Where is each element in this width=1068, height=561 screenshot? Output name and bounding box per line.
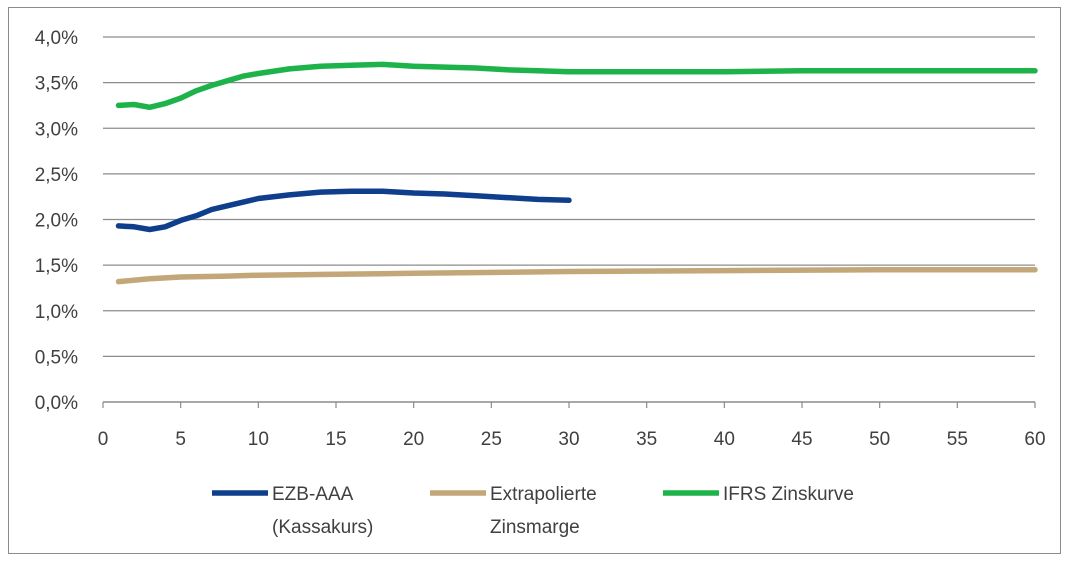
y-tick-label: 3,5% [35, 74, 78, 95]
x-tick-label: 0 [98, 429, 109, 450]
x-tick-label: 55 [947, 429, 968, 450]
legend-label-3: IFRS Zinskurve [723, 484, 854, 505]
x-tick-label: 30 [558, 429, 579, 450]
y-tick-label: 0,5% [35, 347, 78, 368]
x-tick-label: 40 [714, 429, 735, 450]
legend-label-1: (Kassakurs) [272, 517, 373, 538]
x-tick-label: 60 [1024, 429, 1045, 450]
y-tick-label: 4,0% [35, 28, 78, 49]
legend-label-2: Extrapolierte [490, 484, 597, 505]
x-tick-label: 20 [403, 429, 424, 450]
x-tick-label: 45 [791, 429, 812, 450]
series-line-2 [115, 266, 1038, 285]
y-tick-label: 1,5% [35, 256, 78, 277]
y-tick-label: 2,5% [35, 165, 78, 186]
x-tick-label: 35 [636, 429, 657, 450]
series-line-1 [115, 188, 572, 233]
y-tick-label: 3,0% [35, 119, 78, 140]
legend-label-1: EZB-AAA [272, 484, 354, 505]
x-tick-label: 10 [248, 429, 269, 450]
x-tick-label: 50 [869, 429, 890, 450]
legend-label-2: Zinsmarge [490, 517, 580, 538]
x-tick-label: 5 [175, 429, 186, 450]
y-tick-label: 2,0% [35, 211, 78, 232]
x-tick-label: 25 [481, 429, 502, 450]
x-tick-label: 15 [325, 429, 346, 450]
y-tick-label: 1,0% [35, 302, 78, 323]
y-tick-label: 0,0% [35, 393, 78, 414]
series-line-3 [115, 61, 1038, 111]
